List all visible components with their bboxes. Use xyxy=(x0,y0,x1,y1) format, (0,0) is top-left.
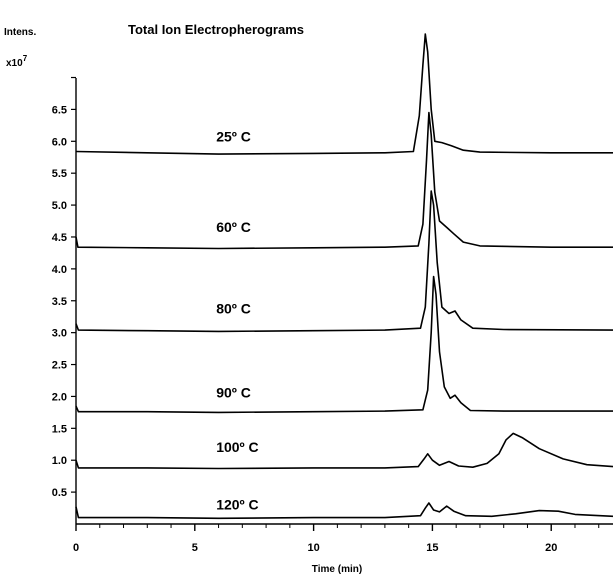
y-axis-unit: x107 xyxy=(6,54,28,69)
y-tick-label: 1.5 xyxy=(52,423,67,435)
x-axis-label: Time (min) xyxy=(312,564,362,575)
x-ticks: 0 5 10 15 20 xyxy=(73,524,600,554)
y-tick-label: 6.5 xyxy=(52,104,67,116)
traces xyxy=(75,33,613,520)
y-tick-label: 2.0 xyxy=(52,391,67,403)
y-tick-label: 3.5 xyxy=(52,296,67,308)
trace-label: 80º C xyxy=(216,301,251,317)
y-ticks: 0.5 1.0 1.5 2.0 2.5 3.0 3.5 4.0 4.5 5.0 5.5 6.0 6.5 xyxy=(52,76,76,499)
x-tick-label: 10 xyxy=(307,542,319,554)
y-tick-label: 6.0 xyxy=(52,136,67,148)
x-tick-label: 5 xyxy=(192,542,198,554)
y-tick-label: 5.5 xyxy=(52,168,67,180)
trace-label: 25º C xyxy=(216,128,251,144)
trace-line xyxy=(75,275,613,414)
trace-line xyxy=(75,432,613,470)
x-tick-label: 0 xyxy=(73,542,79,554)
trace-line xyxy=(75,33,613,155)
chart-title: Total Ion Electropherograms xyxy=(128,22,304,37)
trace-label: 90º C xyxy=(216,385,251,401)
y-axis-unit-base: x10 xyxy=(6,58,23,69)
y-tick-label: 0.5 xyxy=(52,487,67,499)
y-axis-label: Intens. xyxy=(4,27,36,38)
y-tick-label: 4.5 xyxy=(52,232,67,244)
trace-label: 60º C xyxy=(216,219,251,235)
y-tick-label: 3.0 xyxy=(52,328,67,340)
trace-labels: 25º C 60º C 80º C 90º C 100º C 120º C xyxy=(216,128,258,512)
trace-label: 100º C xyxy=(216,439,258,455)
x-tick-label: 15 xyxy=(426,542,438,554)
trace-line xyxy=(75,190,613,333)
trace-line xyxy=(75,111,613,250)
y-tick-label: 4.0 xyxy=(52,264,67,276)
y-tick-label: 2.5 xyxy=(52,360,67,372)
x-tick-label: 20 xyxy=(545,542,557,554)
trace-line xyxy=(75,502,613,520)
y-axis-unit-exponent: 7 xyxy=(23,54,28,63)
y-tick-label: 1.0 xyxy=(52,455,67,467)
trace-label: 120º C xyxy=(216,496,258,512)
y-tick-label: 5.0 xyxy=(52,200,67,212)
